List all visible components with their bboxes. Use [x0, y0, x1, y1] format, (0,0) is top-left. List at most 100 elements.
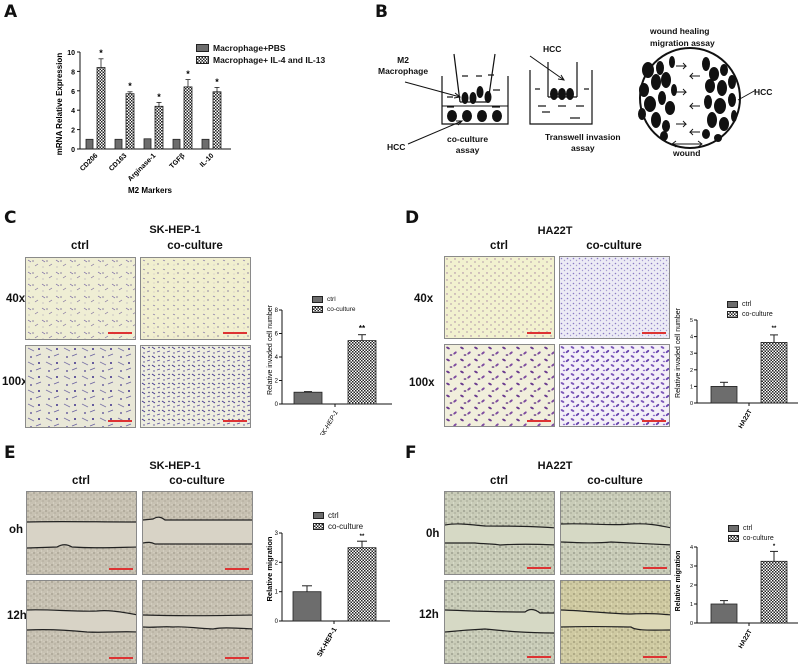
panel-f-title: HA22T: [537, 460, 573, 472]
chart-a-ylabel: mRNA Relative Expression: [55, 53, 64, 156]
chart-c-legend: ctrl co-culture: [312, 294, 356, 314]
sig-il10: *: [215, 77, 219, 87]
chart-e-ylabel: Relative migration: [265, 536, 274, 601]
chart-d-legend: ctrl co-culture: [727, 299, 773, 319]
chart-a-xlabel: M2 Markers: [128, 186, 173, 195]
panel-c-row-100x: 100x: [2, 376, 28, 388]
sig-cd163: *: [128, 81, 132, 91]
svg-text:1: 1: [690, 602, 693, 608]
svg-text:5: 5: [690, 318, 693, 324]
panel-label-b: B: [375, 2, 388, 22]
chart-d-sig: **: [772, 326, 777, 332]
svg-text:0: 0: [690, 621, 693, 627]
xtick-tgfb: TGFβ: [169, 152, 187, 170]
panel-e-title: SK-HEP-1: [149, 460, 201, 472]
xtick-arginase: Arginase-1: [127, 152, 158, 183]
sig-cd206: *: [99, 48, 103, 58]
panel-e-col-coculture: co-culture: [169, 475, 225, 487]
svg-text:0: 0: [690, 401, 693, 407]
chart-d-xtick: HA22T: [737, 408, 753, 429]
chart-f-ylabel: Relative migration: [675, 551, 682, 612]
micrograph-d-ctrl-40x: [444, 256, 555, 339]
micrograph-f-coculture-12h: [560, 580, 671, 664]
micrograph-e-ctrl-0h: [26, 491, 137, 575]
wound-label: wound: [673, 148, 701, 158]
chart-d-ylabel: Relative invaded cell number: [675, 307, 682, 398]
xtick-il10: IL-10: [199, 152, 216, 169]
svg-text:4: 4: [690, 545, 693, 551]
chart-d-invasion: Relative invaded cell number 0 1 2 3 4 5…: [675, 307, 798, 430]
panel-c-col-coculture: co-culture: [167, 240, 223, 252]
sig-tgfb: *: [186, 69, 190, 79]
svg-text:2: 2: [690, 583, 693, 589]
chart-a-marker-expression: mRNA Relative Expression 0 2 4 6 8 10 * …: [55, 48, 231, 195]
svg-text:2: 2: [71, 128, 75, 135]
transwell-assay-label: Transwell invasion assay: [545, 132, 621, 153]
micrograph-f-ctrl-12h: [444, 580, 555, 664]
panel-d-title: HA22T: [537, 225, 573, 237]
micrograph-c-coculture-100x: [140, 345, 251, 428]
panel-label-e: E: [4, 443, 16, 463]
chart-f-migration: Relative migration 0 1 2 3 4 * HA22T: [675, 544, 798, 650]
chart-c-xtick: SK-HEP-1: [319, 409, 340, 435]
panel-d-col-ctrl: ctrl: [490, 240, 508, 252]
panel-f-row-0h: 0h: [426, 528, 440, 540]
svg-text:4: 4: [71, 108, 75, 115]
svg-text:4: 4: [690, 335, 693, 341]
chart-e-legend: ctrl co-culture: [313, 510, 363, 532]
chart-f-legend: ctrl co-culture: [728, 523, 774, 543]
micrograph-c-coculture-40x: [140, 257, 251, 340]
micrograph-e-ctrl-12h: [26, 580, 137, 664]
coculture-assay-label: co-culture assay: [447, 134, 489, 155]
svg-text:0: 0: [71, 147, 75, 154]
panel-label-f: F: [405, 443, 417, 463]
chart-e-xtick: SK-HEP-1: [316, 626, 338, 658]
panel-e-row-0h: oh: [9, 524, 24, 536]
chart-c-invasion: Relative invaded cell number 0 2 4 6 8 *…: [267, 304, 392, 435]
micrograph-d-coculture-100x: [559, 344, 670, 427]
chart-e-sig: **: [360, 534, 365, 540]
transwell-hcc-label: HCC: [543, 44, 562, 54]
panel-label-d: D: [405, 208, 420, 228]
svg-text:2: 2: [275, 560, 279, 566]
svg-text:3: 3: [690, 564, 693, 570]
micrograph-c-ctrl-100x: [25, 345, 136, 428]
wound-hcc-label: HCC: [754, 87, 773, 97]
svg-text:2: 2: [690, 368, 693, 374]
svg-text:6: 6: [71, 89, 75, 96]
chart-f-xtick: HA22T: [737, 628, 753, 649]
m2-macrophage-label: M2 Macrophage: [378, 55, 429, 76]
xtick-cd206: CD206: [79, 152, 99, 172]
svg-text:2: 2: [275, 379, 279, 385]
micrograph-c-ctrl-40x: [25, 257, 136, 340]
panel-d-row-40x: 40x: [414, 293, 434, 305]
svg-text:1: 1: [275, 590, 279, 596]
wound-healing-title: wound healing migration assay: [650, 26, 715, 48]
chart-e-migration: Relative migration 0 1 2 3 ** SK-HEP-1: [265, 531, 390, 658]
chart-f-sig: *: [773, 544, 776, 550]
chart-a-legend: Macrophage+PBS Macrophage+ IL-4 and IL-1…: [196, 42, 325, 66]
chart-c-sig: **: [359, 324, 366, 333]
chart-c-ylabel: Relative invaded cell number: [267, 304, 274, 395]
panel-c-title: SK-HEP-1: [149, 224, 201, 236]
panel-label-a: A: [4, 2, 18, 22]
panel-e-col-ctrl: ctrl: [72, 475, 90, 487]
svg-text:6: 6: [275, 332, 279, 338]
panel-c-row-40x: 40x: [6, 293, 26, 305]
micrograph-e-coculture-0h: [142, 491, 253, 575]
micrograph-d-coculture-40x: [559, 256, 670, 339]
svg-text:0: 0: [275, 402, 279, 408]
micrograph-f-ctrl-0h: [444, 491, 555, 575]
panel-f-row-12h: 12h: [419, 609, 439, 621]
svg-text:10: 10: [67, 50, 75, 57]
xtick-cd163: CD163: [108, 152, 128, 172]
panel-label-c: C: [4, 208, 17, 228]
panel-d-col-coculture: co-culture: [586, 240, 642, 252]
micrograph-f-coculture-0h: [560, 491, 671, 575]
svg-text:3: 3: [690, 351, 693, 357]
diagram-b-assays: [404, 47, 757, 149]
micrograph-d-ctrl-100x: [444, 344, 555, 427]
coculture-hcc-label: HCC: [387, 142, 406, 152]
svg-text:1: 1: [690, 384, 693, 390]
svg-text:0: 0: [275, 619, 279, 625]
